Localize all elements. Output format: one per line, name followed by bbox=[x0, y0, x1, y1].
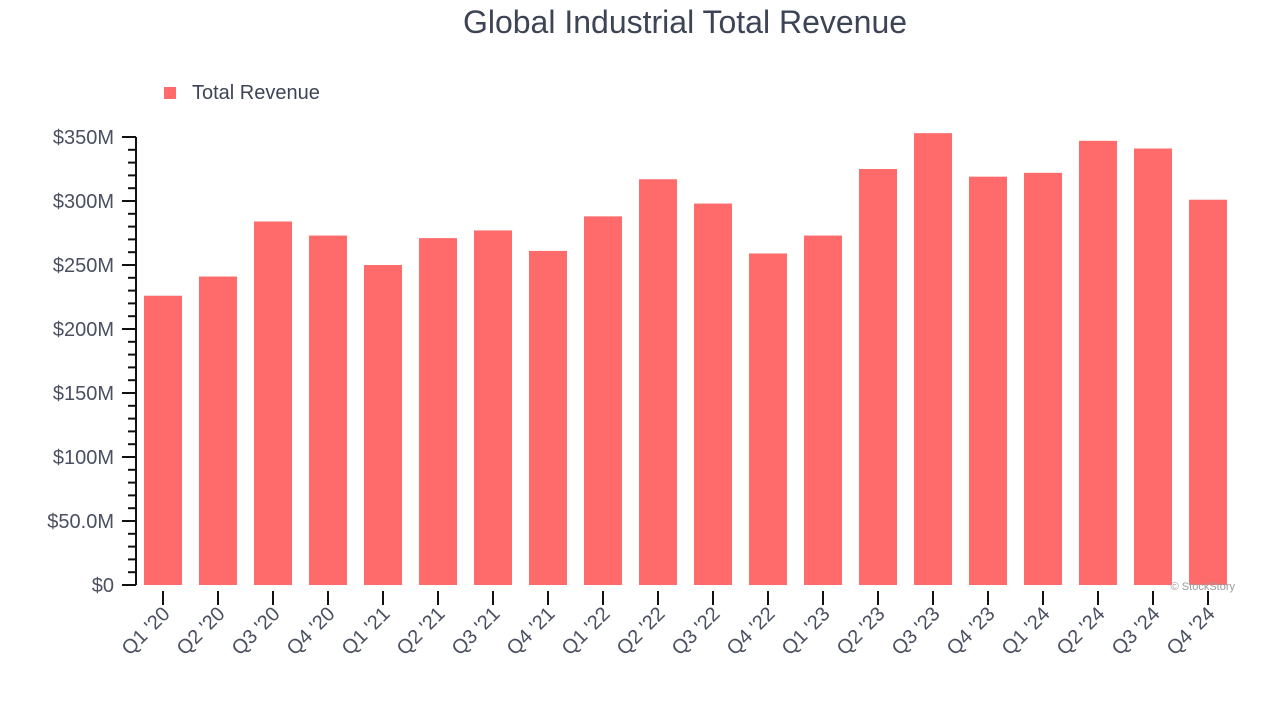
x-tick-label: Q4 '22 bbox=[723, 603, 780, 660]
bar bbox=[364, 265, 402, 585]
bar bbox=[1024, 172, 1062, 585]
x-tick-label: Q2 '23 bbox=[833, 603, 890, 660]
watermark: © StockStory bbox=[1171, 581, 1236, 593]
x-tick-label: Q4 '21 bbox=[503, 603, 560, 660]
bar bbox=[474, 230, 512, 585]
x-tick-label: Q1 '24 bbox=[998, 603, 1055, 660]
x-tick-label: Q2 '22 bbox=[613, 603, 670, 660]
bar bbox=[529, 250, 567, 586]
bar bbox=[639, 179, 677, 586]
bar bbox=[254, 221, 292, 586]
bar bbox=[859, 169, 897, 585]
bar bbox=[1189, 199, 1227, 585]
bar bbox=[144, 295, 182, 585]
bar bbox=[804, 235, 842, 585]
chart-title: Global Industrial Total Revenue bbox=[463, 4, 907, 40]
x-tick-label: Q4 '23 bbox=[943, 603, 1000, 660]
x-tick-label: Q1 '21 bbox=[338, 603, 395, 660]
x-tick-label: Q2 '21 bbox=[393, 603, 450, 660]
bar bbox=[419, 238, 457, 585]
x-tick-label: Q3 '22 bbox=[668, 603, 725, 660]
x-tick-label: Q4 '20 bbox=[283, 603, 340, 660]
legend-label: Total Revenue bbox=[192, 82, 320, 104]
x-tick-label: Q3 '24 bbox=[1108, 603, 1165, 660]
x-tick-label: Q2 '24 bbox=[1053, 603, 1110, 660]
bar bbox=[914, 133, 952, 585]
x-tick-label: Q1 '22 bbox=[558, 603, 615, 660]
legend-swatch bbox=[164, 87, 176, 99]
x-tick-label: Q2 '20 bbox=[173, 603, 230, 660]
bar bbox=[969, 176, 1007, 585]
bar bbox=[584, 216, 622, 586]
y-tick-label: $300M bbox=[53, 191, 114, 213]
y-tick-label: $350M bbox=[53, 127, 114, 149]
bar bbox=[309, 235, 347, 585]
x-tick-label: Q1 '20 bbox=[118, 603, 175, 660]
y-tick-label: $150M bbox=[53, 383, 114, 405]
x-tick-label: Q3 '21 bbox=[448, 603, 505, 660]
bar bbox=[749, 253, 787, 586]
x-tick-label: Q3 '23 bbox=[888, 603, 945, 660]
y-tick-label: $0 bbox=[92, 575, 114, 597]
y-tick-label: $250M bbox=[53, 255, 114, 277]
x-tick-label: Q1 '23 bbox=[778, 603, 835, 660]
y-tick-label: $100M bbox=[53, 447, 114, 469]
bar bbox=[694, 203, 732, 585]
y-tick-label: $50.0M bbox=[47, 511, 114, 533]
y-tick-label: $200M bbox=[53, 319, 114, 341]
bar bbox=[1134, 148, 1172, 585]
x-tick-label: Q4 '24 bbox=[1163, 603, 1220, 660]
bar bbox=[199, 276, 237, 585]
x-tick-label: Q3 '20 bbox=[228, 603, 285, 660]
bar bbox=[1079, 140, 1117, 585]
